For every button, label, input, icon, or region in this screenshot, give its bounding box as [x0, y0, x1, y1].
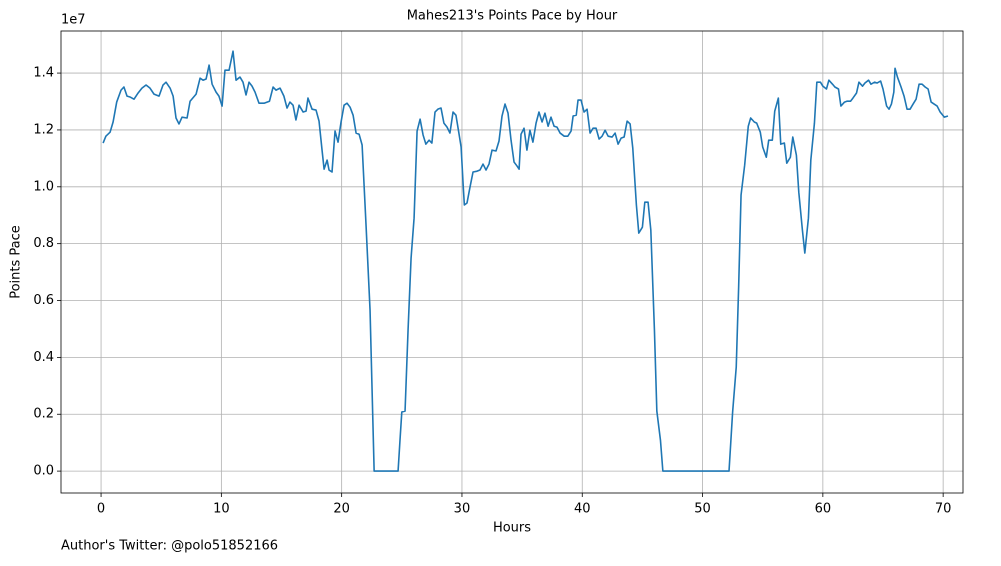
x-tick-label: 60: [815, 502, 832, 517]
x-tick-label: 20: [333, 502, 350, 517]
y-tick-label: 1.2: [33, 122, 54, 137]
y-tick-label: 0.6: [33, 293, 54, 308]
y-tick-label: 0.2: [33, 407, 54, 422]
chart-title: Mahes213's Points Pace by Hour: [407, 9, 618, 24]
x-axis-label: Hours: [493, 521, 531, 536]
y-tick-label: 1.4: [33, 66, 54, 81]
data-line: [102, 50, 949, 472]
x-tick-label: 30: [454, 502, 471, 517]
y-tick-label: 0.0: [33, 464, 54, 479]
x-tick-label: 40: [574, 502, 591, 517]
y-axis-label: Points Pace: [9, 225, 24, 299]
y-tick-label: 0.4: [33, 350, 54, 365]
x-tick-label: 50: [694, 502, 711, 517]
y-tick-label: 0.8: [33, 236, 54, 251]
x-tick-label: 70: [935, 502, 952, 517]
plot-frame: [60, 30, 964, 494]
y-scale-label: 1e7: [61, 13, 86, 28]
footnote: Author's Twitter: @polo51852166: [61, 539, 278, 554]
y-tick-label: 1.0: [33, 179, 54, 194]
x-tick-label: 0: [97, 502, 105, 517]
x-tick-label: 10: [213, 502, 230, 517]
